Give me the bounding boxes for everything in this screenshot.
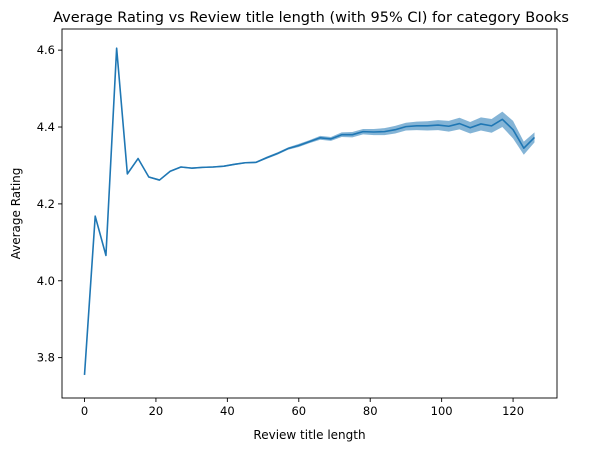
y-axis-label: Average Rating: [9, 168, 23, 260]
x-tick-label: 40: [220, 404, 235, 418]
chart-title: Average Rating vs Review title length (w…: [53, 10, 569, 26]
x-tick-label: 20: [149, 404, 164, 418]
x-axis: 0 20 40 60 80 100 120: [81, 398, 524, 418]
x-tick-label: 0: [81, 404, 88, 418]
axes-frame: [61, 28, 558, 399]
x-axis-label: Review title length: [253, 428, 365, 442]
y-tick-label: 3.8: [37, 351, 55, 365]
x-tick-label: 100: [431, 404, 453, 418]
x-tick-label: 60: [291, 404, 306, 418]
series-line: [83, 47, 536, 375]
x-tick-label: 80: [363, 404, 378, 418]
x-tick-label: 120: [502, 404, 524, 418]
plot-area: [83, 47, 536, 377]
y-axis: 3.8 4.0 4.2 4.4 4.6: [37, 43, 62, 365]
confidence-band: [84, 47, 535, 377]
y-tick-label: 4.6: [37, 43, 55, 57]
y-tick-label: 4.2: [37, 197, 55, 211]
y-tick-label: 4.0: [37, 274, 55, 288]
y-tick-label: 4.4: [37, 120, 55, 134]
